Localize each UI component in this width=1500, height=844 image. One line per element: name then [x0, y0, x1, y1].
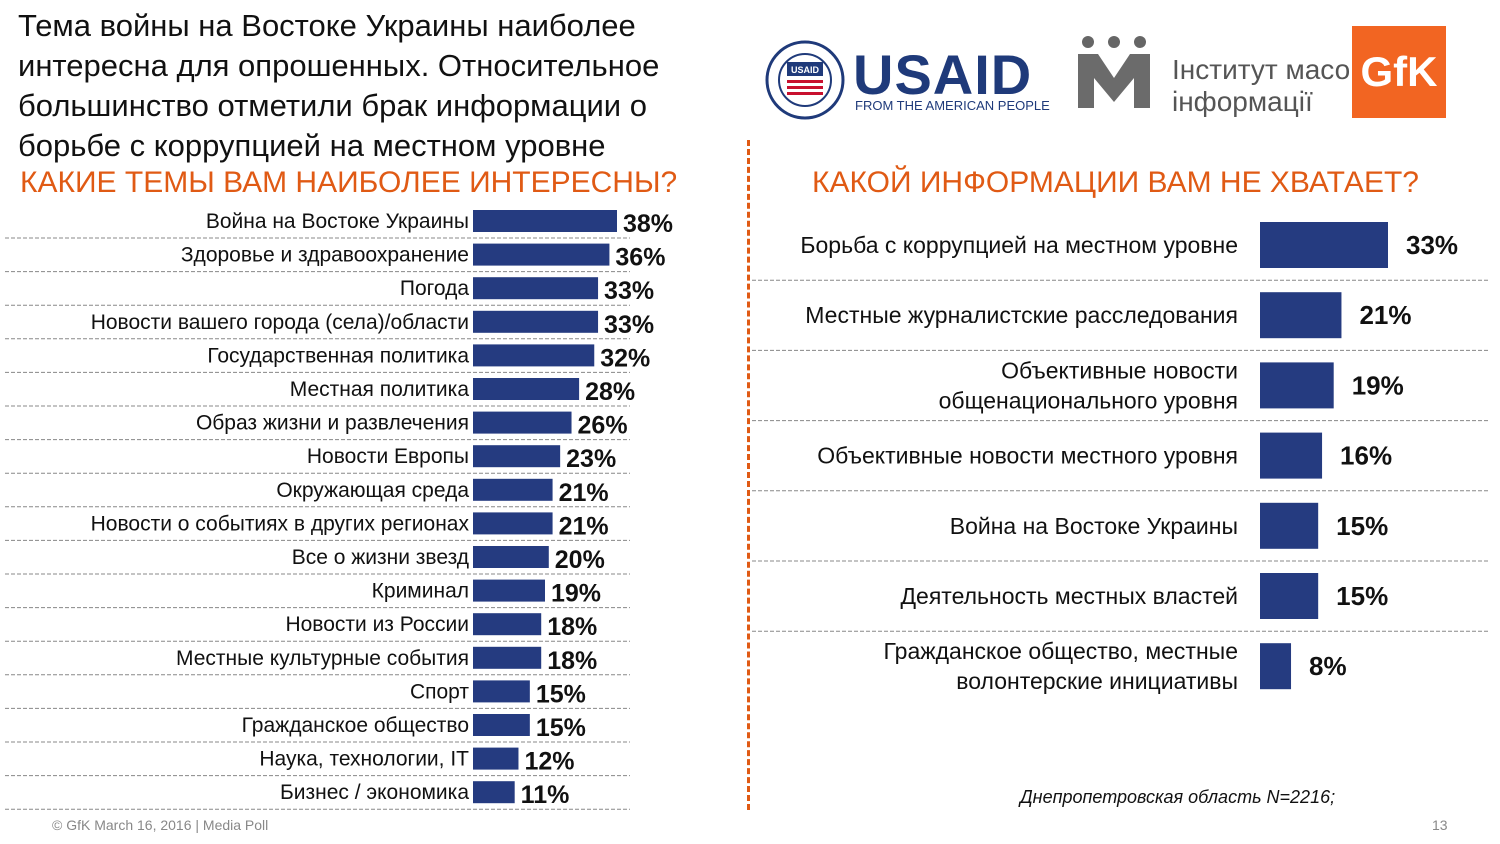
left-bar	[473, 277, 599, 300]
right-category-label: Объективные новости местного уровня	[817, 443, 1238, 469]
left-value-label: 26%	[578, 412, 628, 440]
left-value-label: 15%	[536, 680, 586, 708]
right-category-label: волонтерские инициативы	[956, 668, 1238, 694]
right-chart-title: КАКОЙ ИНФОРМАЦИИ ВАМ НЕ ХВАТАЕТ?	[812, 166, 1419, 199]
usaid-tagline: FROM THE AMERICAN PEOPLE	[855, 98, 1050, 113]
right-value-label: 19%	[1352, 370, 1404, 400]
left-category-label: Новости из России	[285, 613, 469, 636]
left-value-label: 18%	[547, 613, 597, 641]
left-bar	[473, 344, 595, 367]
right-value-label: 21%	[1359, 300, 1411, 330]
left-category-label: Наука, технологии, IT	[259, 748, 469, 771]
right-value-label: 16%	[1340, 441, 1392, 471]
usaid-logo: USAID USAID FROM THE AMERICAN PEOPLE	[765, 38, 1055, 120]
right-value-label: 15%	[1336, 581, 1388, 611]
left-category-label: Образ жизни и развлечения	[196, 412, 469, 435]
left-bar	[473, 243, 610, 266]
right-category-label: Борьба с коррупцией на местном уровне	[800, 232, 1238, 258]
right-bar	[1260, 573, 1319, 619]
left-category-label: Спорт	[410, 680, 469, 703]
right-value-label: 8%	[1309, 651, 1347, 681]
left-category-label: Окружающая среда	[276, 479, 469, 502]
left-value-label: 33%	[604, 311, 654, 339]
left-category-label: Война на Востоке Украины	[206, 210, 469, 233]
footer-copyright: © GfK March 16, 2016 | Media Poll	[52, 817, 269, 833]
left-value-label: 11%	[521, 781, 570, 809]
left-value-label: 12%	[524, 748, 574, 776]
left-value-label: 18%	[547, 647, 597, 675]
usaid-seal-center-text: USAID	[791, 65, 820, 75]
right-value-label: 15%	[1336, 511, 1388, 541]
left-value-label: 38%	[623, 210, 673, 238]
right-bar	[1260, 643, 1292, 690]
left-category-label: Здоровье и здравоохранение	[181, 244, 469, 267]
usaid-seal-icon: USAID	[765, 40, 845, 120]
left-bar	[473, 478, 553, 501]
imi-text-line2: інформації	[1172, 86, 1313, 117]
left-value-label: 19%	[551, 580, 601, 608]
left-bar	[473, 613, 542, 636]
left-category-label: Местная политика	[290, 378, 470, 401]
left-bar	[473, 546, 549, 568]
left-bar	[473, 378, 580, 400]
gfk-logo: GfK	[1352, 26, 1446, 118]
page-number: 13	[1432, 817, 1448, 833]
left-category-label: Гражданское общество	[242, 714, 469, 737]
left-category-label: Бизнес / экономика	[280, 781, 469, 804]
left-value-label: 33%	[604, 277, 654, 305]
left-category-label: Местные культурные события	[176, 647, 469, 670]
left-value-label: 36%	[615, 244, 665, 272]
left-value-label: 23%	[566, 445, 616, 473]
left-bar	[473, 445, 561, 468]
left-bar	[473, 310, 599, 333]
right-category-label: Местные журналистские расследования	[805, 302, 1238, 328]
left-bar	[473, 210, 617, 232]
right-category-label: Деятельность местных властей	[900, 583, 1238, 609]
left-category-label: Новости о событиях в других регионах	[91, 512, 470, 535]
left-value-label: 20%	[555, 546, 605, 574]
left-category-label: Погода	[400, 277, 469, 300]
left-bar	[473, 411, 572, 434]
left-value-label: 21%	[559, 512, 609, 540]
left-value-label: 21%	[559, 479, 609, 507]
left-value-label: 32%	[600, 344, 650, 372]
right-value-label: 33%	[1406, 230, 1458, 260]
left-category-label: Новости вашего города (села)/области	[91, 311, 469, 334]
right-category-label: общенационального уровня	[939, 387, 1238, 413]
right-category-label: Война на Востоке Украины	[950, 513, 1238, 539]
left-category-label: Криминал	[372, 580, 469, 603]
right-bar	[1260, 362, 1334, 409]
left-value-label: 28%	[585, 378, 635, 406]
left-bar	[473, 747, 519, 770]
right-bar	[1260, 222, 1388, 268]
left-bar	[473, 714, 530, 736]
headline: Тема войны на Востоке Украины наиболее и…	[18, 8, 660, 163]
left-bar	[473, 512, 553, 535]
left-bar	[473, 579, 545, 602]
right-bar	[1260, 432, 1323, 479]
left-bar	[473, 680, 530, 703]
usaid-wordmark: USAID	[853, 43, 1033, 106]
left-chart-title: КАКИЕ ТЕМЫ ВАМ НАИБОЛЕЕ ИНТЕРЕСНЫ?	[20, 166, 678, 199]
left-category-label: Государственная политика	[207, 344, 469, 367]
left-bar	[473, 646, 542, 669]
right-category-label: Гражданское общество, местные	[884, 638, 1239, 664]
imi-logo-icon	[1078, 36, 1150, 108]
left-bar	[473, 781, 515, 804]
imi-logo-text: Інститут масової інформації	[1172, 54, 1388, 118]
right-bar	[1260, 292, 1342, 339]
left-category-label: Все о жизни звезд	[292, 546, 469, 569]
left-category-label: Новости Европы	[307, 445, 469, 468]
right-bar	[1260, 502, 1319, 549]
right-category-label: Объективные новости	[1001, 357, 1238, 383]
vertical-divider	[747, 140, 750, 810]
left-value-label: 15%	[536, 714, 586, 742]
sample-note: Днепропетровская область N=2216;	[1020, 787, 1336, 807]
